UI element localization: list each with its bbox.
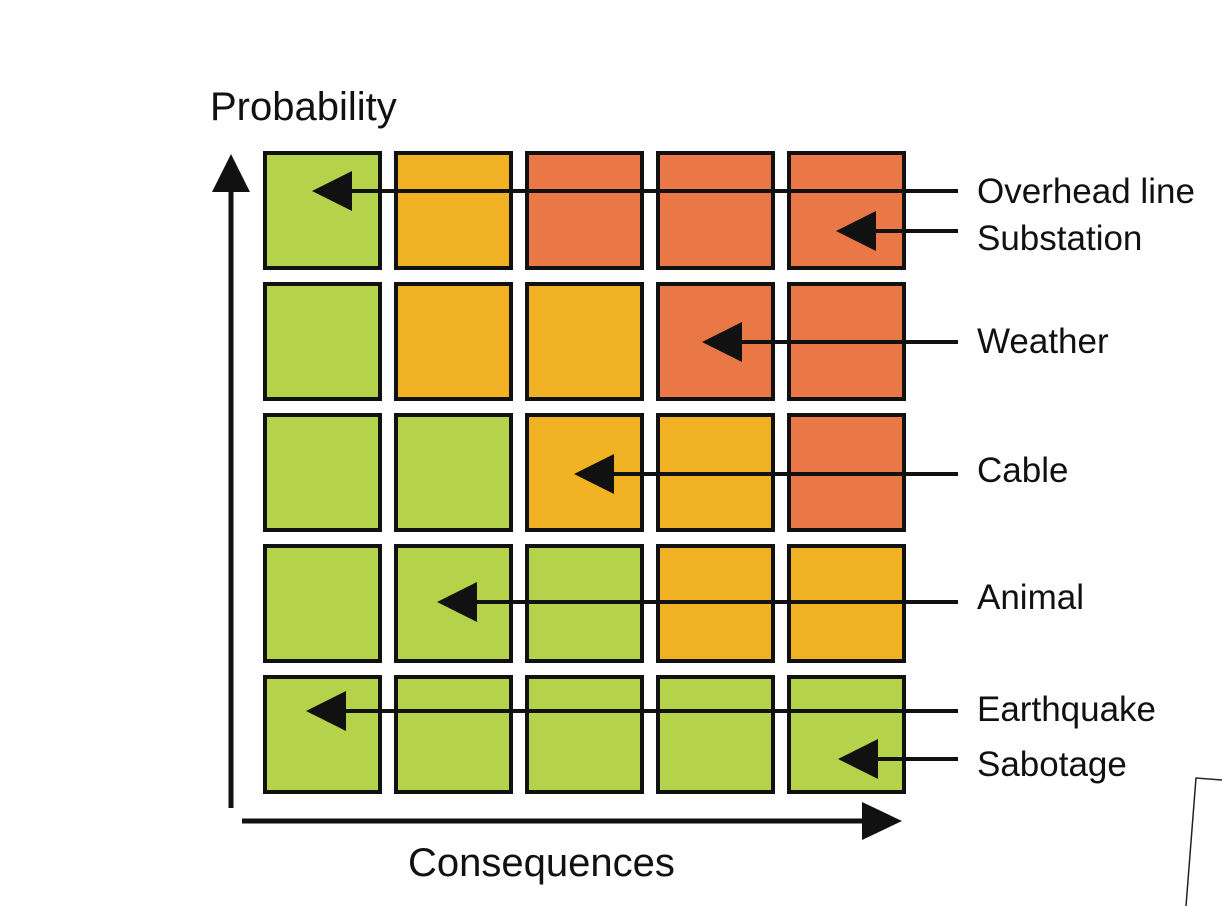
- risk-pointer-arrowhead: [437, 582, 477, 622]
- matrix-cell-r1-c3: [525, 151, 644, 270]
- matrix-cell-r1-c1: [263, 151, 382, 270]
- risk-marker-sabotage: Sabotage: [838, 739, 1127, 784]
- risk-markers: Overhead line Substation Weather Cable Anima…: [306, 171, 1195, 784]
- matrix-cell-r2-c1: [263, 282, 382, 401]
- x-axis-title: Consequences: [408, 841, 675, 885]
- risk-pointer-arrowhead: [306, 691, 346, 731]
- matrix-cell-r1-c4: [656, 151, 775, 270]
- matrix-cell-r5-c3: [525, 675, 644, 794]
- matrix-cell-r3-c1: [263, 413, 382, 532]
- risk-marker-weather: Weather: [702, 322, 1109, 362]
- risk-marker-cable: Cable: [574, 451, 1068, 494]
- matrix-cell-r3-c2: [394, 413, 513, 532]
- risk-marker-earthquake: Earthquake: [306, 690, 1156, 731]
- matrix-cell-r1-c2: [394, 151, 513, 270]
- risk-label-sabotage: Sabotage: [977, 745, 1127, 784]
- risk-marker-animal: Animal: [437, 578, 1084, 622]
- matrix-cell-r5-c1: [263, 675, 382, 794]
- matrix-cell-r2-c2: [394, 282, 513, 401]
- risk-label-substation: Substation: [977, 219, 1142, 258]
- matrix-cell-r2-c3: [525, 282, 644, 401]
- risk-label-animal: Animal: [977, 578, 1084, 617]
- matrix-cells: [263, 151, 906, 794]
- y-axis-arrowhead: [212, 154, 250, 192]
- matrix-cell-r5-c4: [656, 675, 775, 794]
- risk-pointer-arrowhead: [702, 322, 742, 362]
- risk-label-overhead-line: Overhead line: [977, 172, 1195, 211]
- risk-label-weather: Weather: [977, 322, 1109, 361]
- risk-label-earthquake: Earthquake: [977, 690, 1156, 729]
- matrix-cell-r5-c5: [787, 675, 906, 794]
- page-edge-decoration: [1185, 777, 1222, 906]
- risk-marker-substation: Substation: [836, 211, 1142, 258]
- risk-pointer-arrowhead: [312, 171, 352, 211]
- risk-pointer-arrowhead: [838, 739, 878, 779]
- matrix-cell-r1-c5: [787, 151, 906, 270]
- matrix-cell-r5-c2: [394, 675, 513, 794]
- risk-marker-overhead-line: Overhead line: [312, 171, 1195, 211]
- risk-pointer-arrowhead: [574, 454, 614, 494]
- y-axis-title: Probability: [210, 85, 397, 129]
- matrix-cell-r4-c1: [263, 544, 382, 663]
- risk-pointer-arrowhead: [836, 211, 876, 251]
- x-axis-arrowhead: [862, 802, 902, 840]
- risk-label-cable: Cable: [977, 451, 1068, 490]
